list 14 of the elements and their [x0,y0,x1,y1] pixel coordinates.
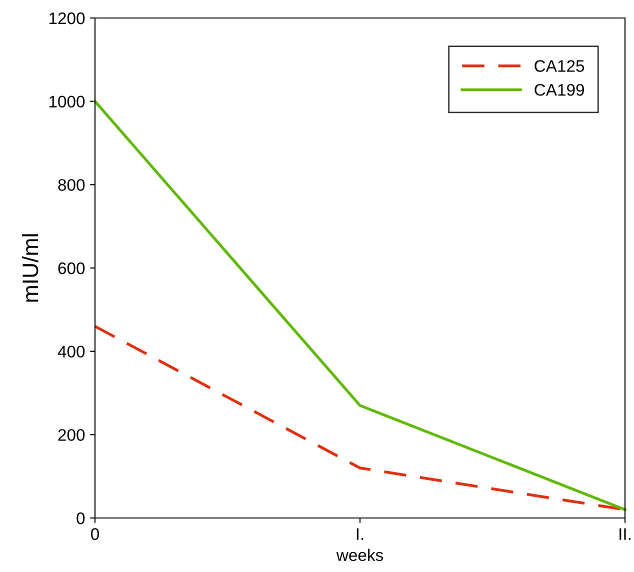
y-tick-label: 1000 [49,96,85,108]
x-tick-label: I. [356,528,364,540]
legend-label: CA125 [534,60,584,72]
y-tick-label: 1200 [49,12,85,24]
y-tick-label: 400 [58,346,85,358]
y-tick-label: 800 [58,179,85,191]
y-tick-label: 0 [76,512,85,524]
x-tick-label: 0 [91,528,99,540]
y-tick-label: 200 [58,429,85,441]
legend-label: CA199 [534,84,584,96]
y-axis-title: mIU/ml [22,234,38,302]
x-tick-label: II. [620,528,630,540]
x-axis-title: weeks [336,548,384,562]
y-tick-label: 600 [58,262,85,274]
